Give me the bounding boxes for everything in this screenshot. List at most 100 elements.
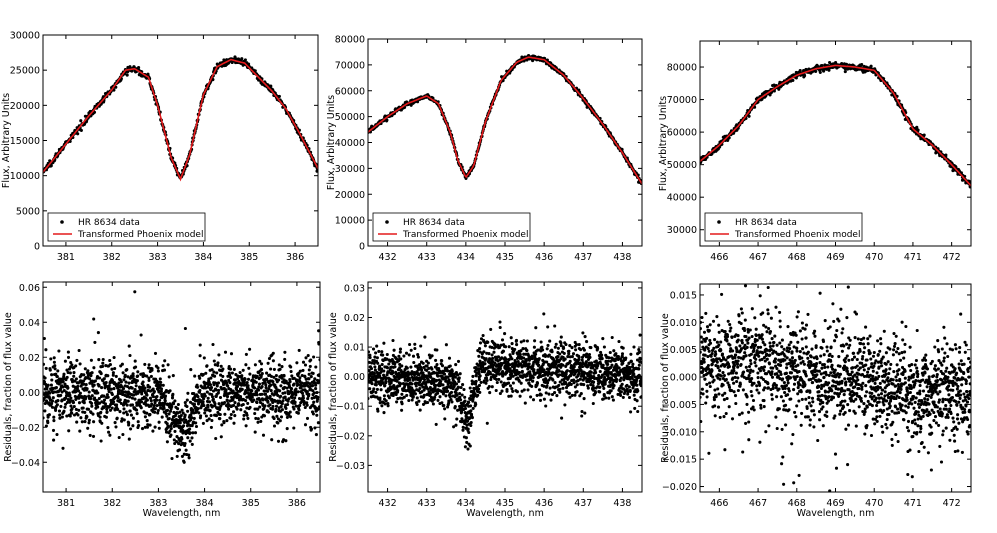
data-point — [378, 364, 382, 368]
y-tick-label: 15000 — [10, 136, 40, 147]
data-point — [122, 407, 126, 411]
data-point — [263, 392, 268, 396]
y-tick-label: 10000 — [10, 171, 40, 182]
x-tick-label: 470 — [865, 252, 883, 263]
chart-panel-3: 466 467 468 469 470 471 4723000040000500006000… — [658, 40, 972, 263]
data-point — [89, 358, 93, 362]
data-point — [374, 390, 378, 394]
data-point — [409, 365, 413, 369]
data-point — [447, 399, 451, 403]
data-point — [244, 363, 248, 367]
data-point — [192, 402, 197, 406]
data-point — [494, 345, 498, 349]
data-point — [73, 379, 77, 383]
data-point — [385, 118, 389, 122]
data-point — [153, 351, 158, 355]
data-point — [277, 94, 281, 98]
data-point — [225, 395, 230, 399]
data-point — [280, 365, 284, 369]
data-point — [463, 406, 468, 411]
data-point — [228, 367, 233, 371]
data-point — [488, 391, 492, 395]
data-point — [127, 381, 131, 385]
data-point — [185, 404, 189, 409]
data-point — [148, 423, 152, 427]
plot-area — [700, 60, 971, 189]
data-point — [460, 417, 464, 421]
data-point — [232, 367, 236, 371]
data-point — [279, 415, 284, 419]
data-point — [170, 456, 174, 461]
y-tick-label: 0.06 — [19, 283, 40, 294]
data-point — [474, 379, 478, 383]
data-point — [259, 368, 264, 372]
data-point — [272, 416, 276, 421]
data-point — [246, 384, 250, 388]
data-point — [67, 429, 71, 433]
data-point — [466, 427, 470, 431]
data-point — [112, 387, 116, 391]
data-point — [209, 386, 214, 390]
data-point — [204, 414, 208, 418]
data-point — [78, 429, 82, 433]
data-point — [477, 354, 481, 358]
data-point — [490, 385, 494, 389]
data-point — [443, 368, 447, 373]
data-point — [434, 422, 438, 426]
data-point — [478, 347, 482, 351]
data-point — [305, 401, 309, 405]
data-point — [52, 419, 56, 423]
data-point — [239, 408, 243, 412]
data-point — [396, 389, 400, 393]
data-point — [312, 400, 316, 404]
data-point — [201, 421, 205, 425]
data-point — [301, 368, 305, 372]
data-point — [423, 335, 427, 339]
x-tick-label: 471 — [904, 252, 922, 263]
y-tick-label: 30000 — [667, 225, 697, 236]
data-point — [309, 375, 313, 379]
data-point — [303, 423, 308, 427]
y-tick-label: 50000 — [335, 112, 365, 123]
legend-box — [47, 212, 206, 242]
y-tick-label: 5000 — [16, 206, 40, 217]
legend-marker-data — [60, 220, 64, 224]
data-point — [276, 393, 280, 397]
data-point — [508, 363, 512, 367]
legend-label-model: Transformed Phoenix model — [734, 230, 860, 240]
data-point — [57, 409, 62, 413]
data-point — [822, 69, 826, 73]
data-point — [215, 384, 219, 388]
data-point — [118, 398, 122, 402]
data-point — [378, 396, 382, 400]
data-point — [114, 374, 118, 378]
data-point — [161, 364, 165, 368]
data-point — [479, 337, 484, 341]
data-point — [204, 371, 208, 375]
data-point — [492, 350, 496, 354]
plot-frame — [42, 281, 321, 493]
x-tick-label: 385 — [240, 252, 258, 263]
data-point — [281, 399, 285, 403]
data-point — [393, 365, 397, 369]
x-tick-label: 386 — [286, 252, 304, 263]
chart-panel-4: 381 382 383 384 385 386−0.04−0.020.000.020.04… — [3, 281, 321, 519]
data-point — [429, 375, 433, 379]
data-point — [409, 348, 413, 352]
data-point — [397, 354, 401, 358]
data-point — [102, 377, 106, 381]
data-point — [493, 361, 497, 365]
data-point — [420, 368, 424, 372]
data-point — [470, 416, 474, 420]
data-point — [193, 374, 197, 378]
data-point — [372, 387, 376, 391]
data-point — [81, 379, 86, 383]
data-point — [70, 411, 74, 415]
data-point — [491, 356, 495, 360]
data-point — [456, 373, 460, 377]
x-tick-label: 382 — [103, 498, 121, 509]
data-point — [131, 416, 135, 420]
data-point — [446, 375, 450, 379]
data-point — [231, 398, 235, 402]
data-point — [133, 397, 137, 401]
